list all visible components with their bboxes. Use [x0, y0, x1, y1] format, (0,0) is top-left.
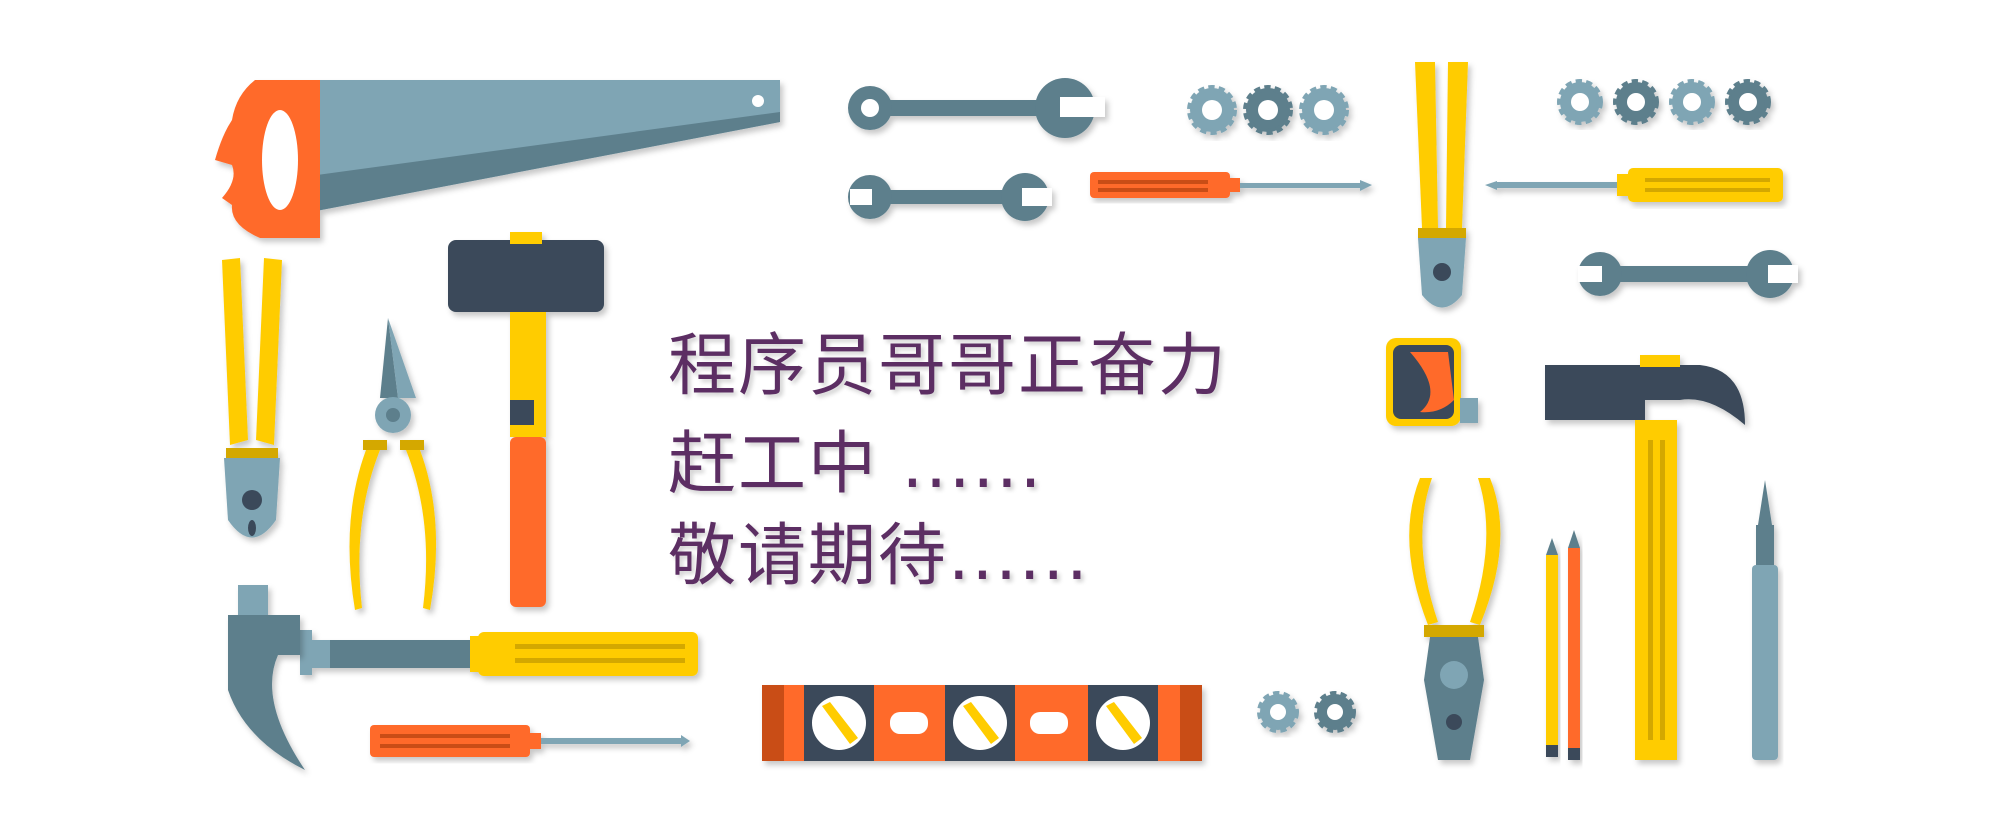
headline-line-1: 程序员哥哥正奋力: [668, 327, 1229, 406]
tape-measure-icon: [1386, 338, 1478, 426]
screwdriver-icon: [300, 630, 698, 676]
pliers-icon: [1409, 478, 1501, 760]
headline-line-2: 赶工中 ......: [668, 425, 1044, 504]
claw-hammer-icon: [1545, 355, 1745, 760]
screwdriver-icon: [1485, 168, 1783, 202]
claw-hammer-icon: [228, 585, 305, 770]
pliers-icon: [222, 258, 282, 538]
wrench-icon: [848, 78, 1105, 138]
pencil-icon: [1568, 530, 1580, 760]
gear-icon: [1257, 691, 1356, 733]
pliers-icon: [349, 318, 437, 610]
chisel-icon: [1752, 480, 1778, 760]
screwdriver-icon: [370, 725, 690, 757]
screwdriver-icon: [1090, 172, 1372, 198]
spirit-level-icon: [762, 685, 1202, 761]
gear-icon: [1557, 79, 1771, 125]
pliers-icon: [1415, 62, 1468, 308]
wrench-icon: [1578, 250, 1798, 298]
gear-icon: [1187, 85, 1349, 135]
saw-icon: [215, 80, 780, 238]
wrench-icon: [848, 173, 1052, 221]
headline-line-3: 敬请期待......: [668, 517, 1090, 596]
sledgehammer-icon: [448, 232, 604, 607]
pencil-icon: [1546, 538, 1558, 757]
